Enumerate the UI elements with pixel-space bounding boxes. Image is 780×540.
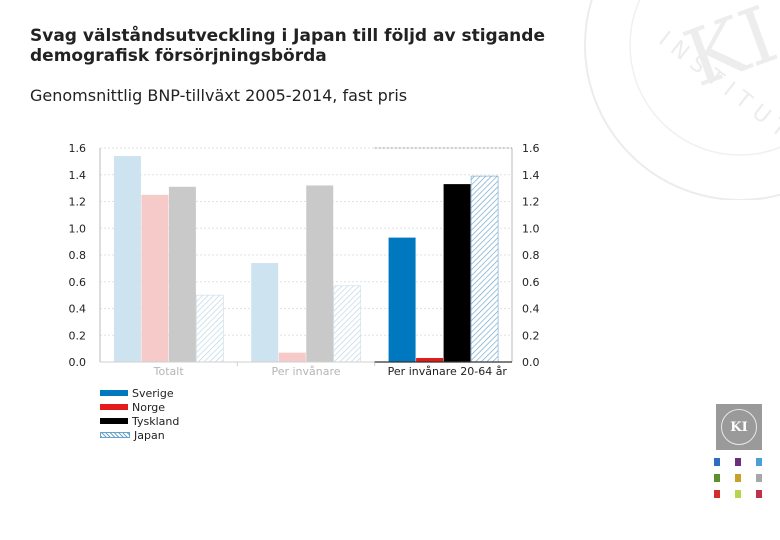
slide-title: Svag välståndsutveckling i Japan till fö… (30, 26, 545, 66)
y-tick-label-right: 1.0 (522, 222, 540, 235)
color-dot (756, 474, 762, 482)
color-dot (735, 490, 741, 498)
y-tick-label-right: 0.0 (522, 356, 540, 369)
y-tick-label-left: 0.0 (69, 356, 87, 369)
bar-tyskland-2 (443, 184, 471, 362)
grid-lines (100, 147, 512, 363)
legend-item-japan: Japan (100, 428, 179, 442)
institute-watermark: KI INSTITUTET (584, 0, 780, 200)
x-category-label: Totalt (153, 365, 185, 378)
ki-logo-monogram: KI (721, 409, 757, 445)
legend-label: Norge (132, 400, 166, 414)
slide-subtitle: Genomsnittlig BNP-tillväxt 2005-2014, fa… (30, 86, 408, 105)
legend-item-norge: Norge (100, 400, 179, 414)
legend-label: Tyskland (132, 414, 180, 428)
y-tick-label-right: 1.6 (522, 142, 540, 155)
legend-label: Japan (134, 428, 165, 442)
y-tick-label-right: 0.2 (522, 329, 540, 342)
bar-japan-0 (196, 294, 224, 363)
bar-norge-0 (141, 194, 169, 362)
color-dot (714, 458, 720, 466)
y-tick-label-right: 0.6 (522, 276, 540, 289)
legend-swatch-tyskland (100, 418, 128, 424)
y-tick-label-left: 1.6 (69, 142, 87, 155)
y-tick-label-right: 0.4 (522, 303, 540, 316)
y-tick-label-left: 0.6 (69, 276, 87, 289)
y-tick-label-left: 1.0 (69, 222, 87, 235)
color-dot (714, 474, 720, 482)
legend-item-sverige: Sverige (100, 386, 179, 400)
x-category-label: Per invånare 20-64 år (388, 365, 508, 378)
bar-japan-2 (470, 175, 499, 363)
y-tick-label-left: 0.8 (69, 249, 87, 262)
axes (99, 147, 513, 366)
tick-labels: 0.0 0.0 0.2 0.2 0.4 0.4 0.6 0.6 0.8 0.8 1.0 1.0 1.2 1… (69, 142, 540, 378)
bar-japan-1 (333, 285, 362, 363)
gdp-growth-chart: 0.0 0.0 0.2 0.2 0.4 0.4 0.6 0.6 0.8 0.8 1.0 1.0 1.2 1… (69, 142, 540, 378)
bars (113, 156, 499, 363)
color-dot (735, 474, 741, 482)
ki-logo: KI (716, 404, 762, 450)
legend-swatch-japan (100, 432, 130, 438)
x-category-label: Per invånare (271, 365, 340, 378)
y-tick-label-left: 0.4 (69, 303, 87, 316)
color-dot (756, 490, 762, 498)
bar-norge-2 (416, 357, 444, 362)
bar-sverige-0 (113, 156, 141, 362)
y-tick-label-left: 1.2 (69, 196, 87, 209)
y-tick-label-right: 0.8 (522, 249, 540, 262)
legend-item-tyskland: Tyskland (100, 414, 179, 428)
legend: Sverige Norge Tyskland Japan (100, 386, 179, 442)
bar-norge-1 (278, 352, 306, 362)
y-tick-label-left: 0.2 (69, 329, 87, 342)
legend-swatch-sverige (100, 390, 128, 396)
color-dot (735, 458, 741, 466)
bar-tyskland-0 (168, 186, 196, 362)
legend-label: Sverige (132, 386, 174, 400)
color-dot (756, 458, 762, 466)
legend-swatch-norge (100, 404, 128, 410)
color-dot (714, 490, 720, 498)
bar-sverige-1 (251, 263, 279, 362)
y-tick-label-left: 1.4 (69, 169, 87, 182)
y-tick-label-right: 1.4 (522, 169, 540, 182)
bar-sverige-2 (388, 237, 416, 362)
y-tick-label-right: 1.2 (522, 196, 540, 209)
bar-tyskland-1 (306, 185, 334, 362)
